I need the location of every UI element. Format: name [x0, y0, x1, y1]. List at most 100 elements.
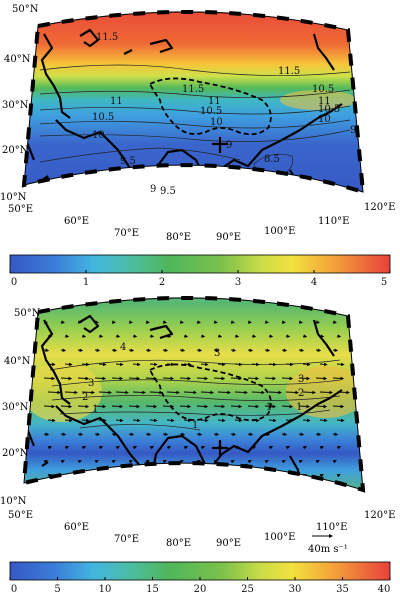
wind-vector-arrow	[332, 376, 345, 381]
wind-vector-arrow	[43, 460, 48, 464]
wind-vector-arrow	[166, 474, 171, 478]
wind-vector-arrow	[77, 376, 90, 381]
wind-vector-arrow	[285, 334, 291, 338]
wind-vector-arrow	[149, 334, 155, 338]
wind-vector-arrow	[332, 460, 337, 464]
top-colorbar-gradient	[9, 254, 391, 274]
top-lat-label-50n: 50°N	[12, 4, 39, 15]
wind-vector-arrow	[179, 320, 184, 324]
station-cross	[212, 137, 228, 153]
wind-vector-arrow	[132, 362, 141, 367]
wind-vector-arrow	[115, 474, 120, 478]
contour-label: 10	[92, 130, 105, 141]
wind-vector-arrow	[264, 376, 277, 381]
wind-vector-arrow	[183, 418, 192, 423]
top-lon-label-80e: 80°E	[166, 232, 191, 243]
wind-vector-arrow	[149, 445, 155, 450]
wind-vector-arrow	[47, 334, 53, 338]
wind-vector-arrow	[183, 474, 188, 478]
contour-label: 10.5	[200, 106, 222, 117]
wind-vector-arrow	[213, 376, 226, 381]
wind-vector-arrow	[132, 390, 146, 395]
contour-label: 10	[318, 114, 331, 125]
wind-vector-arrow	[336, 474, 341, 478]
wind-vector-arrow	[196, 432, 203, 437]
station-cross	[212, 440, 228, 456]
colorbar-tick-label: 3	[235, 277, 241, 288]
wind-vector-arrow	[319, 418, 328, 423]
wind-vector-arrow	[315, 460, 320, 464]
wind-vector-arrow	[264, 460, 269, 464]
contour-label: 11.5	[96, 32, 118, 43]
wind-vector-arrow	[94, 348, 101, 353]
wind-vector-arrow	[336, 362, 345, 367]
wind-vector-arrow	[47, 390, 61, 395]
wind-vector-arrow	[247, 404, 260, 409]
wind-vector-arrow	[115, 418, 124, 423]
wind-vector-arrow	[281, 376, 294, 381]
wind-vector-arrow	[319, 390, 333, 395]
wind-vector-arrow	[60, 320, 65, 324]
wind-vector-arrow	[268, 418, 277, 423]
wind-vector-arrow	[264, 320, 269, 324]
contour-label: 9	[150, 184, 156, 195]
wind-vector-arrow	[302, 362, 311, 367]
wind-vector-arrow	[111, 432, 118, 437]
wind-vector-arrow	[319, 334, 325, 338]
wind-vector-arrow	[98, 445, 104, 450]
wind-vector-arrow	[196, 348, 203, 353]
wind-vector-arrow	[64, 390, 78, 395]
colorbar-tick-label: 35	[336, 584, 349, 595]
wind-vector-arrow	[298, 432, 305, 437]
wind-vector-arrow	[60, 404, 73, 409]
wind-vector-arrow	[128, 460, 133, 464]
wind-vector-arrow	[145, 432, 152, 437]
colorbar-tick-label: 25	[241, 584, 254, 595]
wind-vector-arrow	[281, 460, 286, 464]
wind-vector-arrow	[47, 418, 56, 423]
wind-vector-arrow	[247, 432, 254, 437]
wind-vector-arrow	[298, 376, 311, 381]
wind-vector-arrow	[145, 404, 158, 409]
wind-vector-arrow	[162, 320, 167, 324]
wind-vector-arrow	[302, 334, 308, 338]
wind-vector-arrow	[302, 418, 311, 423]
wind-vector-arrow	[230, 460, 235, 464]
wind-vector-arrow	[234, 445, 240, 450]
wind-vector-arrow	[234, 418, 243, 423]
bottom-lon-label-50e: 50°E	[8, 510, 33, 521]
bottom-lat-label-30n: 30°N	[2, 402, 29, 413]
wind-vector-arrow	[98, 362, 107, 367]
wind-vector-arrow	[200, 390, 214, 395]
contour-label: 11	[208, 96, 221, 107]
wind-vector-arrow	[94, 432, 101, 437]
wind-vector-arrow	[251, 390, 265, 395]
wind-vector-arrow	[47, 445, 53, 450]
plateau-boundary	[148, 77, 272, 136]
wind-vector-arrow	[217, 362, 226, 367]
top-colorbar-ticks: 0 1 2 3 4 5	[9, 270, 391, 288]
wind-vector-arrow	[94, 376, 107, 381]
wind-vector-arrow	[213, 460, 218, 464]
top-lat-label-10n: 10°N	[0, 192, 27, 203]
bottom-lat-label-20n: 20°N	[2, 448, 29, 459]
wind-vector-arrow	[315, 404, 328, 409]
colorbar-tick-label: 0	[11, 277, 17, 288]
wind-vector-arrow	[332, 320, 337, 324]
wind-vector-arrow	[128, 348, 135, 353]
wind-vector-arrow	[81, 418, 90, 423]
wind-vector-arrow	[145, 348, 152, 353]
contour-label: 9	[226, 140, 232, 151]
wind-vector-arrow	[145, 320, 150, 324]
wind-vector-arrow	[149, 474, 154, 478]
wind-vector-arrow	[247, 320, 252, 324]
bottom-lon-label-120e: 120°E	[364, 510, 395, 521]
wind-vector-arrow	[315, 432, 322, 437]
wind-vector-arrow	[213, 348, 220, 353]
wind-vector-arrow	[115, 362, 124, 367]
contour-lines	[49, 359, 341, 431]
wind-vector-arrow	[183, 445, 189, 450]
contour-label: 11.5	[278, 66, 300, 77]
bottom-lon-label-110e: 110°E	[316, 522, 347, 533]
wind-vector-arrow	[111, 404, 124, 409]
